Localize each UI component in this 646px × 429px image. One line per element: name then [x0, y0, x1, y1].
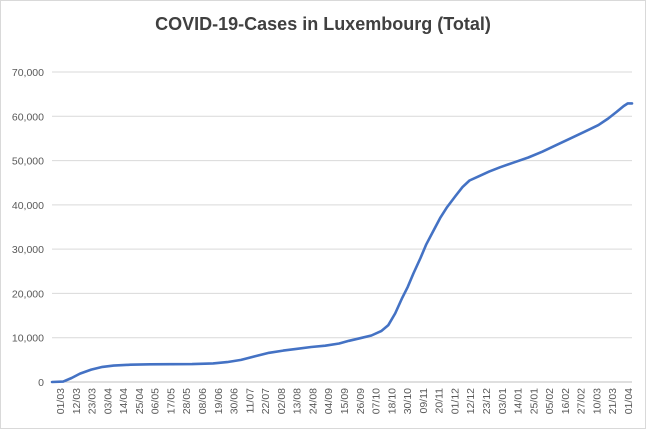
- y-tick-label: 30,000: [12, 244, 44, 256]
- x-tick-label: 12/12: [465, 388, 477, 414]
- x-tick-label: 20/11: [434, 388, 446, 414]
- x-tick-label: 14/04: [118, 388, 130, 414]
- x-tick-label: 26/09: [355, 388, 367, 414]
- x-tick-label: 04/09: [323, 388, 335, 414]
- x-tick-label: 27/02: [576, 388, 588, 414]
- y-tick-label: 50,000: [12, 156, 44, 168]
- y-tick-label: 0: [38, 377, 44, 389]
- x-tick-label: 15/09: [339, 388, 351, 414]
- x-tick-label: 01/04: [623, 388, 635, 414]
- x-tick-label: 21/03: [607, 388, 619, 414]
- x-tick-label: 24/08: [307, 388, 319, 414]
- x-tick-label: 03/01: [497, 388, 509, 414]
- gridlines: [52, 71, 632, 383]
- y-tick-labels: 0 10,000 20,000 30,000 40,000 50,000 60,000 70,…: [12, 67, 44, 389]
- x-tick-label: 30/06: [229, 388, 241, 414]
- x-tick-label: 05/02: [544, 388, 556, 414]
- x-tick-label: 19/06: [213, 388, 225, 414]
- x-tick-label: 03/04: [102, 388, 114, 414]
- x-tick-label: 13/08: [292, 388, 304, 414]
- x-tick-label: 23/12: [481, 388, 493, 414]
- x-tick-label: 22/07: [260, 388, 272, 414]
- series-group: [50, 102, 634, 384]
- y-tick-label: 60,000: [12, 111, 44, 123]
- y-tick-label: 40,000: [12, 200, 44, 212]
- x-tick-label: 09/11: [418, 388, 430, 414]
- x-tick-label: 10/03: [591, 388, 603, 414]
- x-tick-label: 23/03: [87, 388, 99, 414]
- x-tick-label: 25/04: [134, 388, 146, 414]
- x-tick-label: 01/03: [55, 388, 67, 414]
- x-tick-label: 12/03: [71, 388, 83, 414]
- chart-title: COVID-19-Cases in Luxembourg (Total): [155, 14, 491, 34]
- x-tick-label: 28/05: [181, 388, 193, 414]
- x-tick-label: 01/12: [449, 388, 461, 414]
- x-tick-label: 06/05: [150, 388, 162, 414]
- y-tick-label: 10,000: [12, 333, 44, 345]
- y-tick-label: 20,000: [12, 288, 44, 300]
- x-tick-label: 30/10: [402, 388, 414, 414]
- x-tick-label: 02/08: [276, 388, 288, 414]
- x-tick-labels: 01/03 12/03 23/03 03/04 14/04 25/04 06/05 17/05…: [55, 388, 635, 414]
- x-tick-label: 16/02: [560, 388, 572, 414]
- y-tick-label: 70,000: [12, 67, 44, 79]
- x-tick-label: 14/01: [513, 388, 525, 414]
- x-tick-label: 17/05: [165, 388, 177, 414]
- x-tick-label: 07/10: [371, 388, 383, 414]
- x-tick-label: 11/07: [244, 388, 256, 414]
- series-line: [50, 102, 634, 384]
- x-tick-label: 25/01: [528, 388, 540, 414]
- x-tick-label: 08/06: [197, 388, 209, 414]
- x-tick-label: 18/10: [386, 388, 398, 414]
